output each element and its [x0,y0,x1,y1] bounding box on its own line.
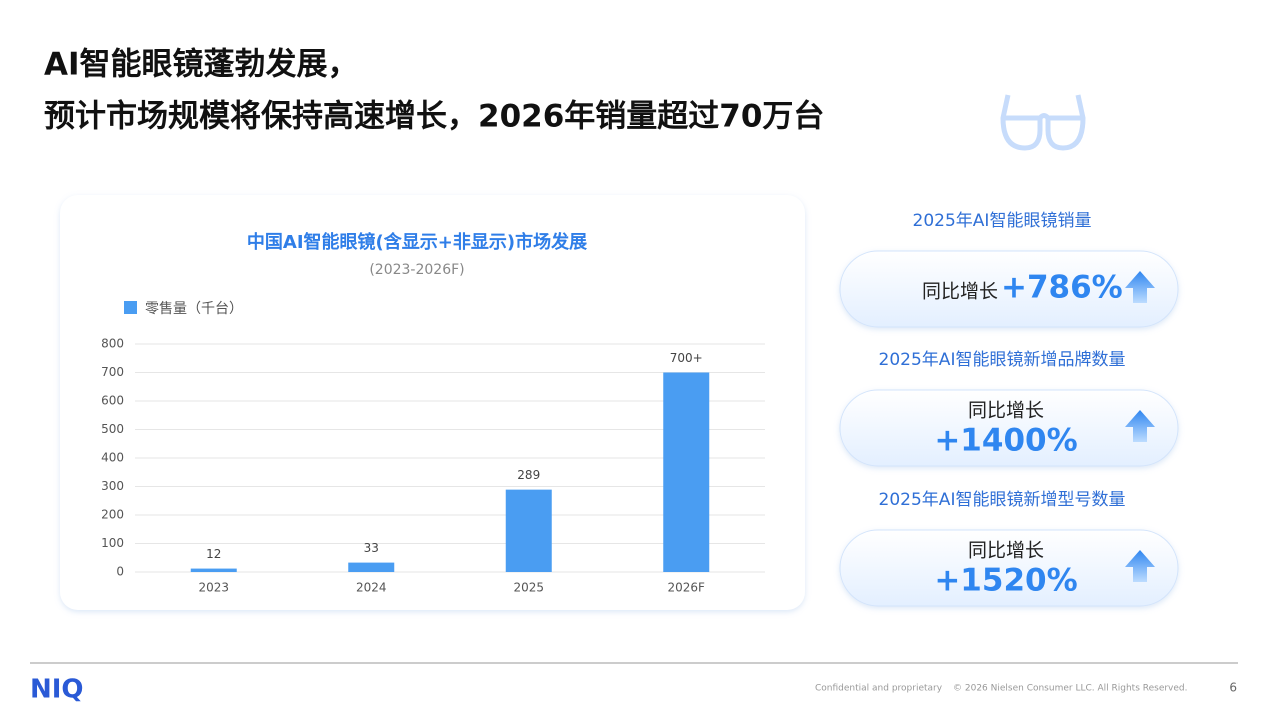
stat-heading: 2025年AI智能眼镜新增品牌数量 [879,350,1126,370]
chart-title: 中国AI智能眼镜(含显示+非显示)市场发展 [247,231,588,253]
chart-subtitle: (2023-2026F) [369,262,464,278]
footer-text: Confidential and proprietary [815,684,943,694]
data-label: 33 [364,541,379,555]
stat-card [839,250,1179,328]
stat-value: +1400% [934,423,1077,459]
glasses-icon [1000,94,1086,151]
data-label: 289 [517,468,540,482]
x-tick-label: 2026F [668,581,706,595]
footer-text: © 2026 Nielsen Consumer LLC. All Rights … [953,684,1188,694]
data-label: 12 [206,547,221,561]
stat-label: 同比增长 [922,281,998,303]
stat-value: +1520% [934,563,1077,599]
up-arrow [1125,271,1155,303]
up-arrow [1125,410,1155,442]
legend-label: 零售量（千台） [145,301,243,317]
bar [190,568,237,572]
y-tick-label: 600 [101,394,124,408]
y-tick-label: 700 [101,365,124,379]
x-tick-label: 2024 [356,581,387,595]
stat-heading: 2025年AI智能眼镜销量 [913,211,1092,231]
y-tick-label: 100 [101,536,124,550]
x-tick-label: 2023 [198,581,229,595]
stat-label: 同比增长 [968,400,1044,422]
stat-card [839,389,1179,467]
stat-value: +786% [1001,270,1123,306]
y-tick-label: 400 [101,451,124,465]
bar [505,489,552,572]
logo: NIQ [30,675,84,705]
stat-heading: 2025年AI智能眼镜新增型号数量 [879,490,1126,510]
legend-swatch [124,301,137,314]
y-tick-label: 500 [101,422,124,436]
chart-panel [60,195,805,610]
data-label: 700+ [670,351,703,365]
stat-label: 同比增长 [968,540,1044,562]
title-line: AI智能眼镜蓬勃发展， [44,47,359,83]
page-number: 6 [1229,681,1237,695]
y-tick-label: 0 [116,565,124,579]
x-tick-label: 2025 [513,581,544,595]
bar [348,562,395,572]
title-line: 预计市场规模将保持高速增长，2026年销量超过70万台 [44,99,824,135]
bar [663,372,710,572]
y-tick-label: 800 [101,337,124,351]
y-tick-label: 300 [101,479,124,493]
up-arrow [1125,550,1155,582]
stat-card [839,529,1179,607]
y-tick-label: 200 [101,508,124,522]
